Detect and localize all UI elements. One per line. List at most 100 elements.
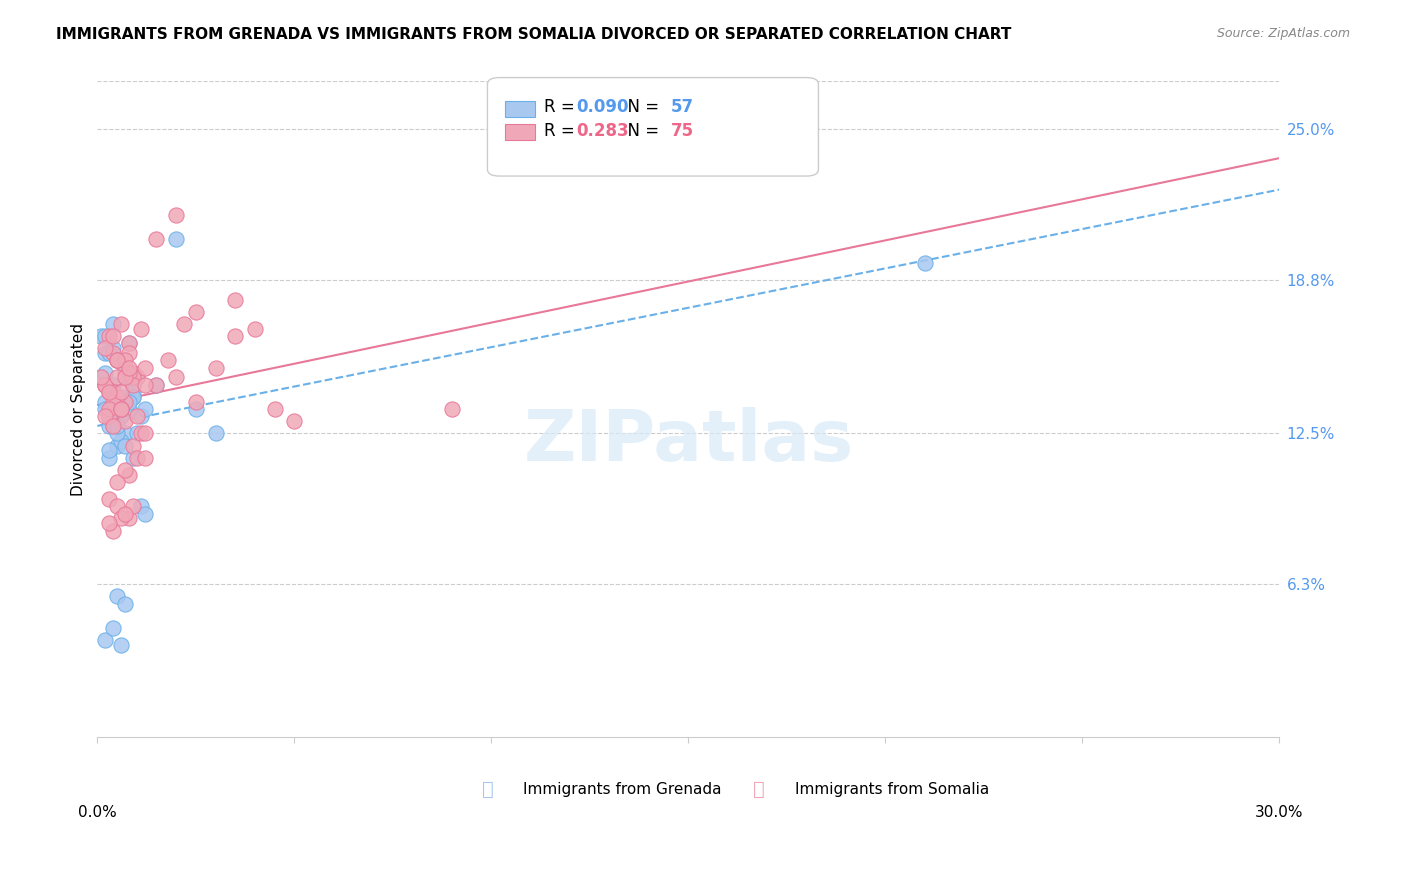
Point [263, 402, 285, 417]
Point [134, 450, 156, 465]
Text: R =: R = [544, 98, 581, 116]
Y-axis label: Divorced or Separated: Divorced or Separated [72, 323, 86, 496]
Point [165, 232, 187, 246]
Point [94, 346, 117, 360]
Point [98, 402, 121, 417]
Text: 57: 57 [671, 98, 693, 116]
Text: Immigrants from Somalia: Immigrants from Somalia [794, 782, 988, 797]
Point [98, 450, 121, 465]
Point [121, 450, 143, 465]
Point [101, 346, 124, 360]
Point [94, 329, 117, 343]
Text: 75: 75 [671, 122, 693, 140]
Text: 0.090: 0.090 [576, 98, 628, 116]
Point [118, 370, 141, 384]
Point [110, 434, 132, 448]
Point [114, 507, 136, 521]
Point [98, 516, 121, 531]
Point [110, 402, 132, 417]
Point [121, 370, 143, 384]
Point [105, 390, 128, 404]
Point [118, 394, 141, 409]
Point [110, 390, 132, 404]
Point [98, 419, 121, 434]
Point [114, 360, 136, 375]
Point [110, 638, 132, 652]
Point [105, 353, 128, 368]
Point [204, 426, 226, 441]
Point [98, 409, 121, 424]
Point [134, 426, 156, 441]
Point [114, 426, 136, 441]
Text: ⬛: ⬛ [754, 780, 765, 799]
Point [121, 385, 143, 400]
Text: ⬛: ⬛ [482, 780, 494, 799]
Point [105, 414, 128, 428]
Text: 0.283: 0.283 [576, 122, 628, 140]
Point [114, 366, 136, 380]
Point [114, 394, 136, 409]
Point [110, 385, 132, 400]
Point [105, 589, 128, 603]
Point [121, 390, 143, 404]
Point [283, 414, 305, 428]
Point [101, 317, 124, 331]
Point [121, 377, 143, 392]
Point [114, 463, 136, 477]
Point [101, 385, 124, 400]
Point [134, 507, 156, 521]
Point [129, 409, 152, 424]
Point [94, 409, 117, 424]
Point [184, 402, 207, 417]
Point [110, 402, 132, 417]
Point [157, 353, 180, 368]
Point [125, 409, 148, 424]
Point [224, 293, 246, 307]
Point [90, 370, 112, 384]
Text: N =: N = [617, 98, 665, 116]
Point [118, 467, 141, 482]
Point [114, 360, 136, 375]
Point [121, 390, 143, 404]
Point [129, 500, 152, 514]
Text: R =: R = [544, 122, 581, 140]
Point [98, 491, 121, 506]
Point [134, 402, 156, 417]
Text: 0.0%: 0.0% [77, 805, 117, 821]
Point [118, 402, 141, 417]
Point [105, 353, 128, 368]
Point [125, 450, 148, 465]
Point [98, 402, 121, 417]
Point [98, 346, 121, 360]
Point [105, 500, 128, 514]
Text: N =: N = [617, 122, 665, 140]
Point [110, 317, 132, 331]
Point [101, 329, 124, 343]
Point [145, 232, 167, 246]
Point [105, 419, 128, 434]
Point [105, 438, 128, 452]
Point [90, 370, 112, 384]
Point [129, 322, 152, 336]
FancyBboxPatch shape [505, 123, 534, 140]
Point [94, 377, 117, 392]
FancyBboxPatch shape [505, 101, 534, 117]
Text: Source: ZipAtlas.com: Source: ZipAtlas.com [1216, 27, 1350, 40]
Point [243, 322, 266, 336]
Point [94, 402, 117, 417]
Point [134, 360, 156, 375]
Point [98, 409, 121, 424]
Point [173, 317, 195, 331]
Point [118, 360, 141, 375]
Point [204, 360, 226, 375]
Point [125, 370, 148, 384]
Point [114, 353, 136, 368]
Text: 30.0%: 30.0% [1256, 805, 1303, 821]
Point [101, 419, 124, 434]
Point [101, 419, 124, 434]
Point [101, 385, 124, 400]
Point [440, 402, 463, 417]
FancyBboxPatch shape [488, 78, 818, 176]
Point [121, 438, 143, 452]
Point [101, 524, 124, 538]
